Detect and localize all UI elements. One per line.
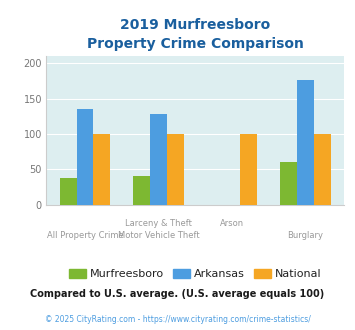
Bar [77,109,93,205]
Bar [280,162,297,205]
Text: Motor Vehicle Theft: Motor Vehicle Theft [118,231,199,240]
Legend: Murfreesboro, Arkansas, National: Murfreesboro, Arkansas, National [69,269,322,279]
Text: Burglary: Burglary [288,231,323,240]
Bar [297,80,314,205]
Bar [314,134,331,205]
Bar [240,134,257,205]
Text: All Property Crime: All Property Crime [47,231,124,240]
Title: 2019 Murfreesboro
Property Crime Comparison: 2019 Murfreesboro Property Crime Compari… [87,18,304,51]
Bar [150,114,167,205]
Bar [167,134,184,205]
Text: Arson: Arson [220,219,244,228]
Text: © 2025 CityRating.com - https://www.cityrating.com/crime-statistics/: © 2025 CityRating.com - https://www.city… [45,315,310,324]
Text: Larceny & Theft: Larceny & Theft [125,219,192,228]
Bar [93,134,110,205]
Text: Compared to U.S. average. (U.S. average equals 100): Compared to U.S. average. (U.S. average … [31,289,324,299]
Bar [133,176,150,205]
Bar [60,178,77,205]
